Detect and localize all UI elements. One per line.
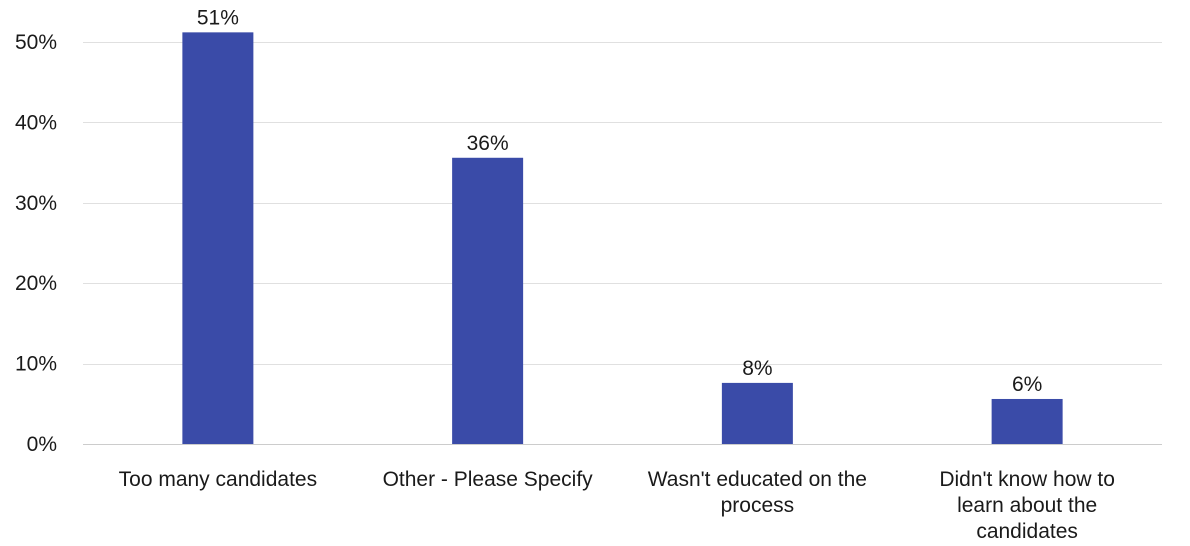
y-tick-label: 20% bbox=[15, 272, 57, 295]
x-axis-category-labels: Too many candidates Other - Please Specif… bbox=[119, 468, 1115, 543]
bars bbox=[182, 32, 1063, 445]
y-tick-label: 50% bbox=[15, 31, 57, 54]
category-label: Wasn't educated on the process bbox=[648, 468, 867, 517]
category-label-line: Wasn't educated on the bbox=[648, 468, 867, 491]
category-label-line: candidates bbox=[976, 520, 1078, 543]
y-tick-label: 0% bbox=[27, 433, 57, 456]
data-label: 6% bbox=[1012, 373, 1042, 396]
data-label: 36% bbox=[467, 132, 509, 155]
category-label-line: process bbox=[721, 494, 795, 517]
category-label-line: learn about the bbox=[957, 494, 1097, 517]
bar-1 bbox=[182, 32, 254, 445]
category-label-line: Too many candidates bbox=[119, 468, 317, 491]
bar-2 bbox=[452, 157, 524, 444]
category-label: Too many candidates bbox=[119, 468, 317, 491]
data-label: 51% bbox=[197, 6, 239, 29]
y-tick-label: 30% bbox=[15, 192, 57, 215]
gridlines bbox=[83, 42, 1162, 445]
y-axis-tick-labels: 0% 10% 20% 30% 40% 50% bbox=[15, 31, 57, 456]
bar-4 bbox=[991, 398, 1063, 444]
category-label: Didn't know how to learn about the candida… bbox=[939, 468, 1115, 543]
y-tick-label: 40% bbox=[15, 111, 57, 134]
category-label: Other - Please Specify bbox=[383, 468, 594, 491]
category-label-line: Didn't know how to bbox=[939, 468, 1115, 491]
category-label-line: Other - Please Specify bbox=[383, 468, 594, 491]
data-label: 8% bbox=[742, 357, 772, 380]
y-tick-label: 10% bbox=[15, 353, 57, 376]
bar-3 bbox=[721, 382, 793, 444]
data-labels: 51% 36% 8% 6% bbox=[197, 6, 1042, 396]
